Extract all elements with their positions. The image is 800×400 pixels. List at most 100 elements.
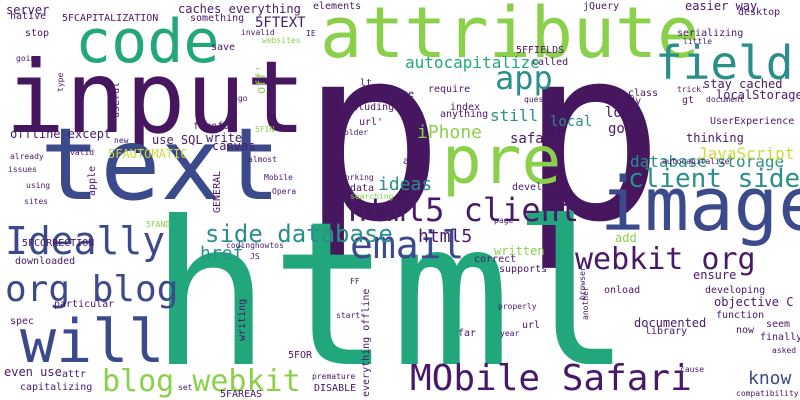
cloud-word-stay-cached: stay cached xyxy=(703,77,783,91)
cloud-word-image: image xyxy=(600,162,800,248)
cloud-word-5ffields: 5FFIELDS xyxy=(516,45,565,56)
cloud-word-serializing: serializing xyxy=(677,28,744,39)
cloud-word-will: will xyxy=(20,307,165,377)
cloud-word-working: working xyxy=(340,173,374,182)
cloud-word-url: url' xyxy=(359,117,384,128)
cloud-word-index: index xyxy=(450,102,481,113)
cloud-word-class: class xyxy=(628,88,659,99)
cloud-word-5ftext: 5FTEXT xyxy=(255,15,306,31)
cloud-word-native: native xyxy=(10,11,47,22)
cloud-word-field: field xyxy=(655,36,794,90)
cloud-word-autocapitalize: autocapitalize xyxy=(405,53,540,72)
cloud-word-webkit-org: webkit org xyxy=(575,242,756,277)
cloud-word-p: p xyxy=(300,0,445,275)
cloud-word-attr: attr xyxy=(62,369,87,380)
cloud-word-cause: cause xyxy=(680,365,705,374)
cloud-word-caches-everything: caches everything xyxy=(178,2,301,16)
cloud-word-love: love xyxy=(605,105,639,121)
cloud-word-text: text xyxy=(40,106,281,223)
cloud-word-5for: 5FOR xyxy=(288,350,313,361)
cloud-word-asked: asked xyxy=(772,346,797,355)
cloud-word-trick: trick' xyxy=(677,85,706,94)
cloud-word-set: set xyxy=(178,383,193,392)
cloud-word-data: data xyxy=(350,183,375,194)
cloud-word-capitalizing: capitalizing xyxy=(20,382,93,393)
cloud-word-firefox: firefox xyxy=(193,121,236,132)
cloud-word-mobile: Mobile xyxy=(264,173,293,182)
cloud-word-something: something xyxy=(190,13,245,24)
cloud-word-premature: premature xyxy=(312,372,356,381)
cloud-word-already: already xyxy=(10,152,44,161)
cloud-word-stop: stop xyxy=(25,28,50,39)
cloud-word-anything: anything xyxy=(440,109,489,120)
cloud-word-properly: properly xyxy=(498,302,537,311)
cloud-word-year: year xyxy=(500,329,520,338)
cloud-word-input: input xyxy=(5,39,307,156)
cloud-word-now: now xyxy=(736,325,755,336)
cloud-word-older: older xyxy=(344,128,369,137)
cloud-word-spec: spec xyxy=(10,316,35,327)
cloud-word-writing: writing xyxy=(237,298,248,341)
cloud-word-localstorage: localStorage xyxy=(716,88,800,102)
cloud-word-websites: websites xyxy=(262,36,301,45)
cloud-word-ie: IE xyxy=(306,29,316,38)
cloud-word-easier-way: easier way xyxy=(685,0,758,13)
cloud-word-off: off' xyxy=(254,65,268,94)
cloud-word-js: JS xyxy=(250,252,260,261)
cloud-word-jquery: jQuery xyxy=(583,1,620,12)
cloud-word-5fcapitalization: 5FCAPITALIZATION xyxy=(62,13,159,24)
cloud-word-library: library xyxy=(645,326,688,337)
cloud-word-app: app xyxy=(495,59,553,97)
cloud-word-developing: developing xyxy=(705,285,766,296)
cloud-word-email: email xyxy=(350,223,465,267)
cloud-word-codinghowtos: codinghowtos xyxy=(226,241,284,250)
cloud-word-issues: issues xyxy=(8,165,37,174)
cloud-word-blog-webkit: blog webkit xyxy=(102,364,301,399)
cloud-word-desktop: desktop xyxy=(738,7,781,18)
cloud-word-particular: particular xyxy=(54,299,115,310)
cloud-word-able: able xyxy=(403,156,428,167)
cloud-word-useful: useful xyxy=(111,81,122,118)
cloud-word-safari: safari xyxy=(510,131,561,147)
cloud-word-mobile-safari: MObile Safari xyxy=(410,358,692,399)
cloud-word-correct: correct xyxy=(474,254,517,265)
cloud-word-org-blog: org blog xyxy=(5,269,179,310)
cloud-word-javascript: JavaScript xyxy=(698,144,795,163)
cloud-word-everything-offline: everything offline xyxy=(361,288,372,397)
cloud-word-disable: DISABLE xyxy=(314,383,357,394)
cloud-word-still: still xyxy=(490,106,539,125)
cloud-word-userexperience: UserExperience xyxy=(710,116,795,127)
cloud-word-write: write xyxy=(206,131,243,145)
cloud-word-ready: ready xyxy=(611,96,642,107)
cloud-word-type: type xyxy=(56,72,65,92)
cloud-word-side-database: side database xyxy=(205,220,393,248)
cloud-word-ensure: ensure xyxy=(693,268,737,282)
cloud-word-opera: Opera xyxy=(272,187,297,196)
cloud-word-written: written xyxy=(494,244,545,258)
cloud-word-server: server xyxy=(6,3,50,17)
cloud-word-url: url xyxy=(522,320,541,331)
cloud-word-use-sql: use SQL xyxy=(152,133,203,147)
cloud-word-using: using xyxy=(26,181,51,190)
cloud-word-local: local xyxy=(550,114,593,130)
cloud-word-5fautomatic: 5FAUTOMATIC xyxy=(108,147,188,161)
cloud-word-canvas: canvas xyxy=(212,139,256,153)
cloud-word-onload: onload xyxy=(604,285,641,296)
cloud-word-supports: supports xyxy=(499,264,548,275)
cloud-word-documented: documented xyxy=(634,316,707,330)
cloud-word-code: code xyxy=(75,7,220,77)
cloud-word-valid: valid xyxy=(70,148,95,157)
cloud-word-got: got xyxy=(608,121,634,137)
cloud-word-downloaded: downloaded xyxy=(15,256,76,267)
cloud-word-almost: almost xyxy=(248,155,277,164)
cloud-word-autocapitalize: autocapitalize' xyxy=(662,157,735,166)
cloud-word-lt: lt xyxy=(360,78,373,89)
cloud-word-ideally: Ideally xyxy=(5,219,166,263)
cloud-word-5fareas: 5FAREAS xyxy=(220,389,263,400)
cloud-word-offline-except: offline except xyxy=(10,127,112,141)
cloud-word-html5: html5 xyxy=(418,226,473,247)
cloud-word-compatibility: compatibility xyxy=(736,389,799,398)
cloud-word-attribute: attribute xyxy=(320,0,700,74)
cloud-word-seem: seem xyxy=(766,319,791,330)
cloud-word-know: know xyxy=(748,368,792,389)
